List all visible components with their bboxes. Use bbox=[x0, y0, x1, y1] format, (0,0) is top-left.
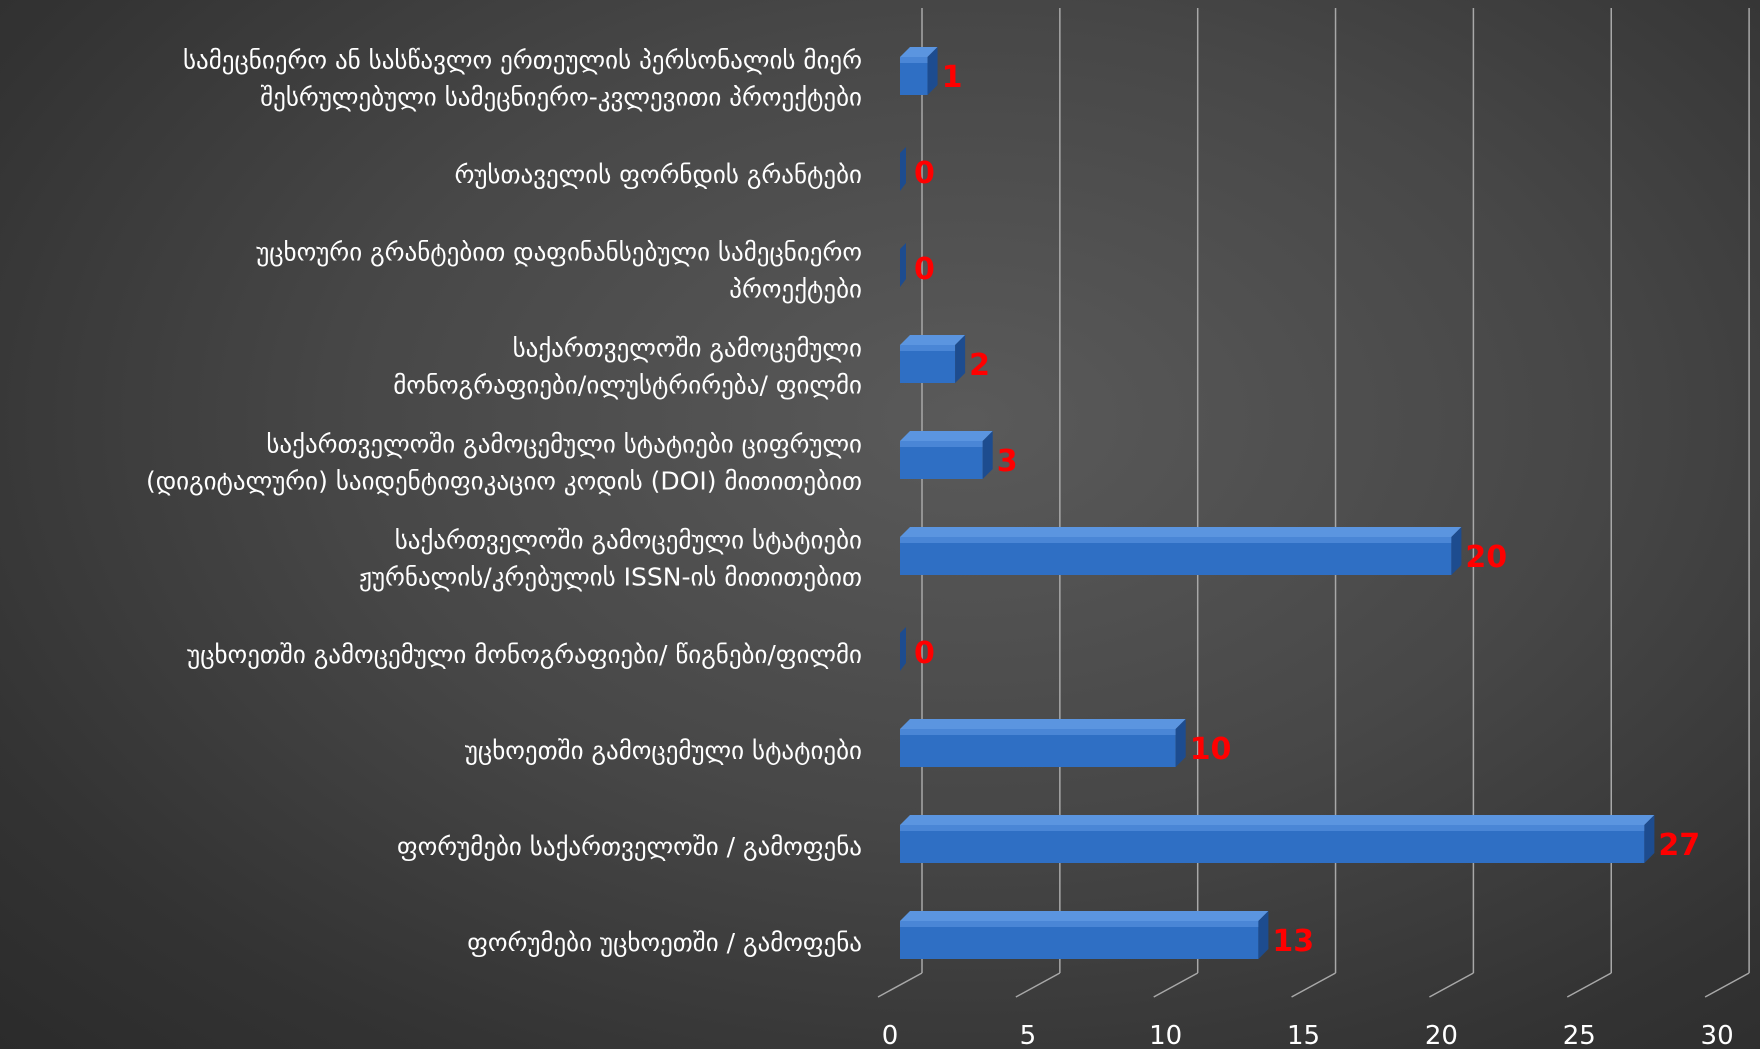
x-tick-label: 20 bbox=[1425, 1021, 1458, 1049]
category-label-line: შესრულებული სამეცნიერო-კვლევითი პროექტებ… bbox=[260, 83, 862, 112]
x-tick-label: 15 bbox=[1287, 1021, 1320, 1049]
bar-zero-sliver bbox=[900, 627, 906, 671]
bar-top-face bbox=[900, 527, 1462, 537]
floor-gridline bbox=[1429, 972, 1474, 998]
floor-gridline bbox=[877, 972, 923, 998]
category-label: საქართველოში გამოცემული მონოგრაფიები/ილუს… bbox=[393, 334, 862, 400]
bar-highlight bbox=[900, 345, 956, 351]
bar bbox=[900, 147, 906, 191]
data-label: 20 bbox=[1465, 540, 1507, 575]
bar-top-face bbox=[900, 911, 1269, 921]
category-label-line: სამეცნიერო ან სასწავლო ერთეულის პერსონალ… bbox=[183, 46, 862, 75]
category-label-line: საქართველოში გამოცემული bbox=[513, 334, 862, 363]
bar-top-face bbox=[900, 47, 938, 57]
bar-zero-sliver bbox=[900, 243, 906, 287]
data-label: 3 bbox=[997, 444, 1018, 479]
bar-highlight bbox=[900, 825, 1645, 831]
category-label: ფორუმები უცხოეთში / გამოფენა bbox=[467, 928, 862, 957]
bar bbox=[900, 47, 938, 95]
bar-top-face bbox=[900, 815, 1655, 825]
category-label-line: ფორუმები უცხოეთში / გამოფენა bbox=[467, 928, 862, 957]
bar-side-face bbox=[982, 431, 993, 479]
category-label-line: უცხოეთში გამოცემული მონოგრაფიები/ წიგნებ… bbox=[187, 640, 862, 669]
bar-highlight bbox=[900, 729, 1176, 735]
floor-gridline bbox=[1566, 972, 1612, 998]
bar bbox=[900, 719, 1186, 767]
data-label: 0 bbox=[914, 636, 935, 671]
bar-front-face bbox=[900, 345, 956, 383]
x-tick-label: 5 bbox=[1020, 1021, 1037, 1049]
bar-front-face bbox=[900, 825, 1645, 863]
bar-front-face bbox=[900, 921, 1259, 959]
bar-side-face bbox=[1644, 815, 1655, 863]
bar-highlight bbox=[900, 537, 1452, 543]
x-tick-label: 30 bbox=[1701, 1021, 1734, 1049]
bar bbox=[900, 627, 906, 671]
category-label-line: (დიგიტალური) საიდენტიფიკაციო კოდის (DOI)… bbox=[146, 467, 862, 496]
data-label: 0 bbox=[914, 252, 935, 287]
category-label: უცხოეთში გამოცემული სტატიები bbox=[465, 736, 862, 765]
category-label: რუსთაველის ფორნდის გრანტები bbox=[454, 160, 862, 189]
category-label-line: ჟურნალის/კრებულის ISSN-ის მითითებით bbox=[359, 563, 862, 592]
category-label: ფორუმები საქართველოში / გამოფენა bbox=[397, 832, 862, 861]
category-label-line: საქართველოში გამოცემული სტატიები ციფრული bbox=[266, 430, 862, 459]
bars bbox=[900, 47, 1655, 959]
category-label-line: მონოგრაფიები/ილუსტრირება/ ფილმი bbox=[393, 371, 862, 400]
bar-front-face bbox=[900, 729, 1176, 767]
bar-front-face bbox=[900, 441, 983, 479]
data-label: 2 bbox=[969, 348, 990, 383]
bar-highlight bbox=[900, 921, 1259, 927]
x-tick-label: 10 bbox=[1149, 1021, 1182, 1049]
bar-front-face bbox=[900, 537, 1452, 575]
bar-side-face bbox=[1258, 911, 1269, 959]
data-label: 10 bbox=[1190, 732, 1232, 767]
floor-gridline bbox=[1291, 972, 1336, 998]
floor-gridline bbox=[1704, 972, 1750, 998]
category-label-line: პროექტები bbox=[729, 275, 862, 304]
data-label: 13 bbox=[1272, 924, 1314, 959]
bar-side-face bbox=[927, 47, 938, 95]
data-label: 0 bbox=[914, 156, 935, 191]
category-label-line: უცხოური გრანტებით დაფინანსებული სამეცნიე… bbox=[256, 238, 862, 267]
category-label: საქართველოში გამოცემული სტატიები ჟურნალის… bbox=[359, 526, 862, 592]
category-label-line: უცხოეთში გამოცემული სტატიები bbox=[465, 736, 862, 765]
bar-zero-sliver bbox=[900, 147, 906, 191]
bar bbox=[900, 815, 1655, 863]
bar-side-face bbox=[955, 335, 966, 383]
x-axis-ticks: 0 5 10 15 20 25 30 bbox=[882, 1021, 1734, 1049]
category-label-line: საქართველოში გამოცემული სტატიები bbox=[395, 526, 862, 555]
bar-top-face bbox=[900, 431, 993, 441]
bar-highlight bbox=[900, 57, 928, 63]
category-label-line: ფორუმები საქართველოში / გამოფენა bbox=[397, 832, 862, 861]
bar-front-face bbox=[900, 57, 928, 95]
bar-side-face bbox=[1451, 527, 1462, 575]
data-label: 27 bbox=[1658, 828, 1700, 863]
data-label: 1 bbox=[942, 60, 963, 95]
bar bbox=[900, 911, 1269, 959]
category-label: უცხოეთში გამოცემული მონოგრაფიები/ წიგნებ… bbox=[187, 640, 862, 669]
bar bbox=[900, 431, 993, 479]
bar-top-face bbox=[900, 719, 1186, 729]
x-tick-label: 25 bbox=[1563, 1021, 1596, 1049]
bar-top-face bbox=[900, 335, 966, 345]
category-labels: სამეცნიერო ან სასწავლო ერთეულის პერსონალ… bbox=[146, 46, 862, 958]
category-label: სამეცნიერო ან სასწავლო ერთეულის პერსონალ… bbox=[183, 46, 862, 112]
category-label: უცხოური გრანტებით დაფინანსებული სამეცნიე… bbox=[256, 238, 862, 304]
floor-gridline bbox=[1153, 972, 1199, 998]
grid-lines bbox=[877, 8, 1750, 998]
floor-gridline bbox=[1015, 972, 1061, 998]
category-label-line: რუსთაველის ფორნდის გრანტები bbox=[454, 160, 862, 189]
bar bbox=[900, 335, 966, 383]
bar-side-face bbox=[1175, 719, 1186, 767]
x-tick-label: 0 bbox=[882, 1021, 899, 1049]
category-label: საქართველოში გამოცემული სტატიები ციფრული… bbox=[146, 430, 862, 496]
bar bbox=[900, 527, 1462, 575]
bar bbox=[900, 243, 906, 287]
bar-highlight bbox=[900, 441, 983, 447]
